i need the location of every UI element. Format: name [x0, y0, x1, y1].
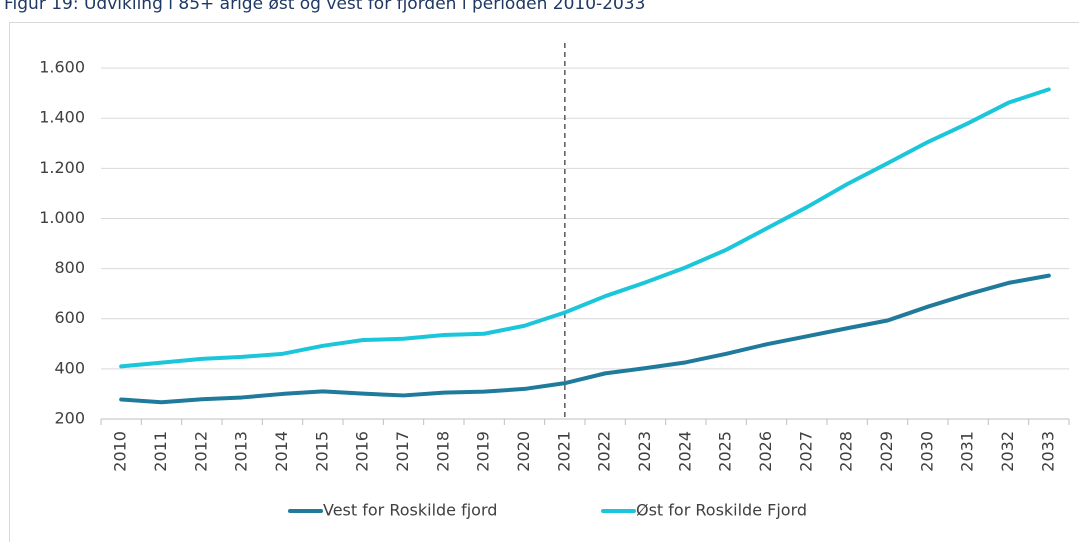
x-tick-label: 2014 [272, 431, 291, 472]
x-tick-label: 2018 [433, 431, 452, 472]
x-tick-label: 2016 [353, 431, 372, 472]
y-tick-label: 200 [54, 409, 85, 428]
x-tick-label: 2031 [958, 431, 977, 472]
x-tick-label: 2015 [312, 431, 331, 472]
x-tick-label: 2028 [837, 431, 856, 472]
chart-frame [9, 22, 1079, 542]
x-tick-label: 2012 [191, 431, 210, 472]
x-tick-label: 2011 [151, 431, 170, 472]
x-tick-label: 2024 [675, 431, 694, 472]
y-tick-label: 600 [54, 308, 85, 327]
y-tick-label: 1.200 [39, 158, 85, 177]
x-tick-label: 2013 [232, 431, 251, 472]
y-tick-label: 1.400 [39, 108, 85, 127]
series-line [119, 87, 1051, 369]
x-tick-label: 2023 [635, 431, 654, 472]
x-tick-label: 2029 [877, 431, 896, 472]
x-tick-label: 2026 [756, 431, 775, 472]
legend-label: Øst for Roskilde Fjord [636, 501, 807, 520]
x-tick-label: 2033 [1038, 431, 1057, 472]
x-tick-label: 2019 [474, 431, 493, 472]
y-tick-label: 400 [54, 358, 85, 377]
y-tick-label: 800 [54, 258, 85, 277]
x-tick-label: 2020 [514, 431, 533, 472]
y-tick-label: 1.600 [39, 58, 85, 77]
x-tick-label: 2025 [716, 431, 735, 472]
x-tick-label: 2017 [393, 431, 412, 472]
x-tick-label: 2022 [595, 431, 614, 472]
legend-label: Vest for Roskilde fjord [323, 501, 497, 520]
x-tick-label: 2021 [554, 431, 573, 472]
y-tick-label: 1.000 [39, 208, 85, 227]
chart-title: Figur 19: Udvikling i 85+ årige øst og v… [4, 0, 645, 14]
x-tick-label: 2030 [917, 431, 936, 472]
series-line [119, 273, 1051, 405]
x-tick-label: 2032 [998, 431, 1017, 472]
x-tick-label: 2027 [796, 431, 815, 472]
x-tick-label: 2010 [111, 431, 130, 472]
